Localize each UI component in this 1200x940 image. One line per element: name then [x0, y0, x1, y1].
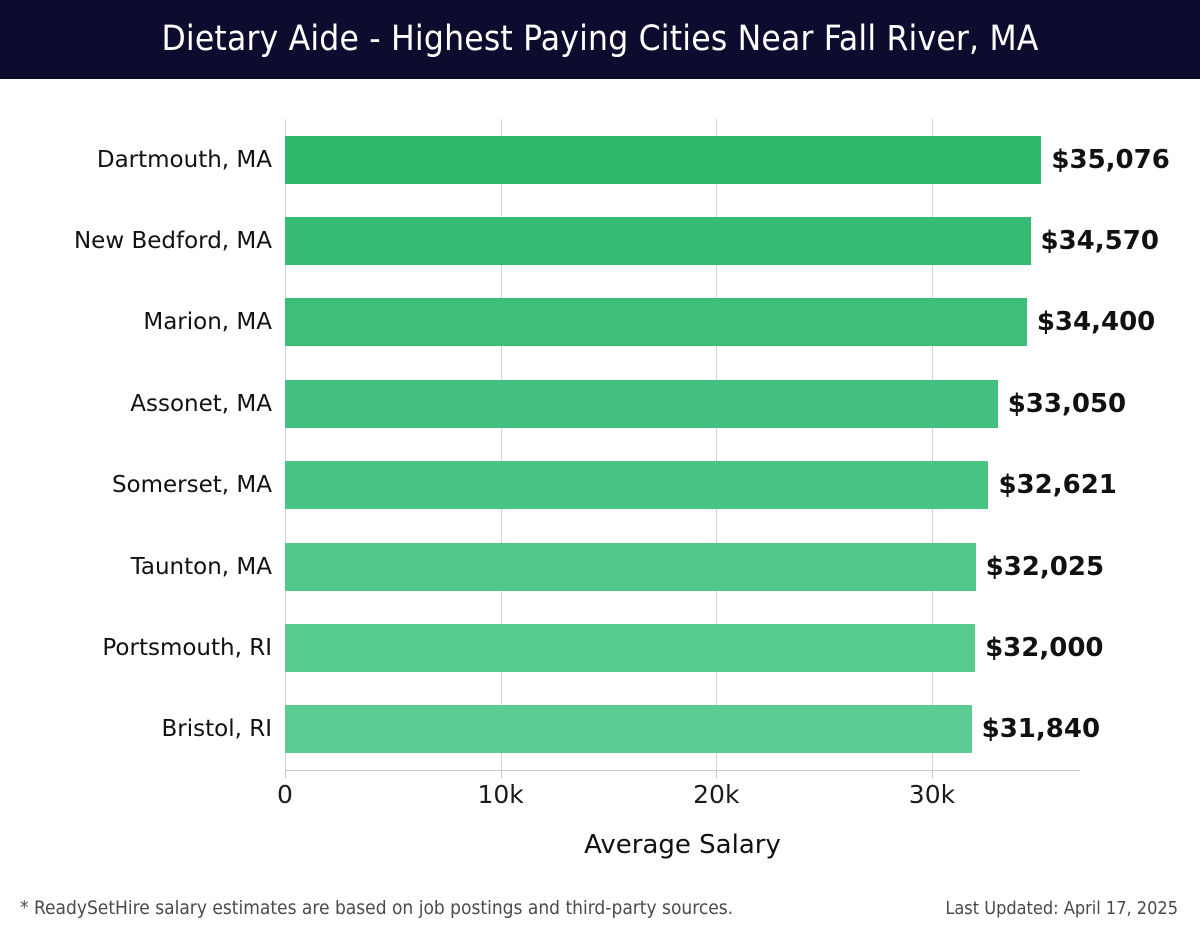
- x-axis-tick: [716, 770, 718, 778]
- bar[interactable]: [285, 623, 976, 672]
- category-label: New Bedford, MA: [73, 228, 272, 255]
- footer-last-updated: Last Updated: April 17, 2025: [945, 898, 1178, 919]
- bar-value-label: $33,050: [1007, 388, 1127, 419]
- bar[interactable]: [285, 379, 998, 428]
- bar[interactable]: [285, 135, 1042, 184]
- category-label: Dartmouth, MA: [96, 146, 272, 173]
- gridline: [716, 119, 718, 770]
- x-axis-line: [285, 770, 1080, 771]
- bar-value-label: $34,570: [1040, 226, 1159, 257]
- x-axis-tick-label: 10k: [477, 780, 524, 809]
- page-title: Dietary Aide - Highest Paying Cities Nea…: [161, 19, 1039, 59]
- x-axis-tick: [931, 770, 933, 778]
- bar-row[interactable]: $33,050: [285, 379, 1126, 428]
- bar[interactable]: [285, 461, 989, 510]
- x-axis-tick: [285, 770, 286, 778]
- bar-row[interactable]: $34,570: [285, 217, 1159, 266]
- bar-value-label: $34,400: [1036, 307, 1156, 338]
- bar-row[interactable]: $32,621: [285, 461, 1117, 510]
- bar-row[interactable]: $32,000: [285, 623, 1104, 672]
- gridline: [500, 119, 502, 770]
- category-label: Assonet, MA: [130, 390, 272, 417]
- category-label: Portsmouth, RI: [102, 634, 272, 661]
- x-axis-tick-label: 30k: [908, 780, 956, 809]
- bar[interactable]: [285, 705, 972, 754]
- bar-row[interactable]: $34,400: [285, 298, 1155, 347]
- bar-value-label: $32,025: [985, 551, 1105, 582]
- bar-value-label: $35,076: [1051, 144, 1170, 175]
- bar[interactable]: [285, 542, 976, 591]
- bar[interactable]: [285, 217, 1031, 266]
- x-axis-tick-label: 20k: [693, 780, 740, 809]
- bar-value-label: $32,621: [998, 470, 1117, 501]
- category-label: Somerset, MA: [111, 472, 272, 499]
- bar-value-label: $32,000: [985, 632, 1104, 663]
- bar[interactable]: [285, 298, 1027, 347]
- bar-row[interactable]: $35,076: [285, 135, 1170, 184]
- footer-disclaimer: * ReadySetHire salary estimates are base…: [20, 897, 734, 919]
- plot-area: $35,076 $34,570 $34,400 $33,050 $32,621 $32,0…: [285, 119, 1170, 770]
- category-label: Taunton, MA: [130, 553, 272, 580]
- x-axis-tick-label: 0: [277, 780, 293, 809]
- gridline: [285, 119, 286, 770]
- header-bar: Dietary Aide - Highest Paying Cities Nea…: [0, 0, 1200, 79]
- bar-value-label: $31,840: [981, 714, 1101, 745]
- category-label: Marion, MA: [143, 309, 272, 336]
- bar-row[interactable]: $32,025: [285, 542, 1104, 591]
- x-axis-tick: [500, 770, 502, 778]
- bar-row[interactable]: $31,840: [285, 705, 1100, 754]
- category-axis-labels: Dartmouth, MA New Bedford, MA Marion, MA As…: [10, 119, 272, 770]
- x-axis-title: Average Salary: [584, 830, 781, 860]
- category-label: Bristol, RI: [161, 716, 272, 743]
- gridline: [931, 119, 933, 770]
